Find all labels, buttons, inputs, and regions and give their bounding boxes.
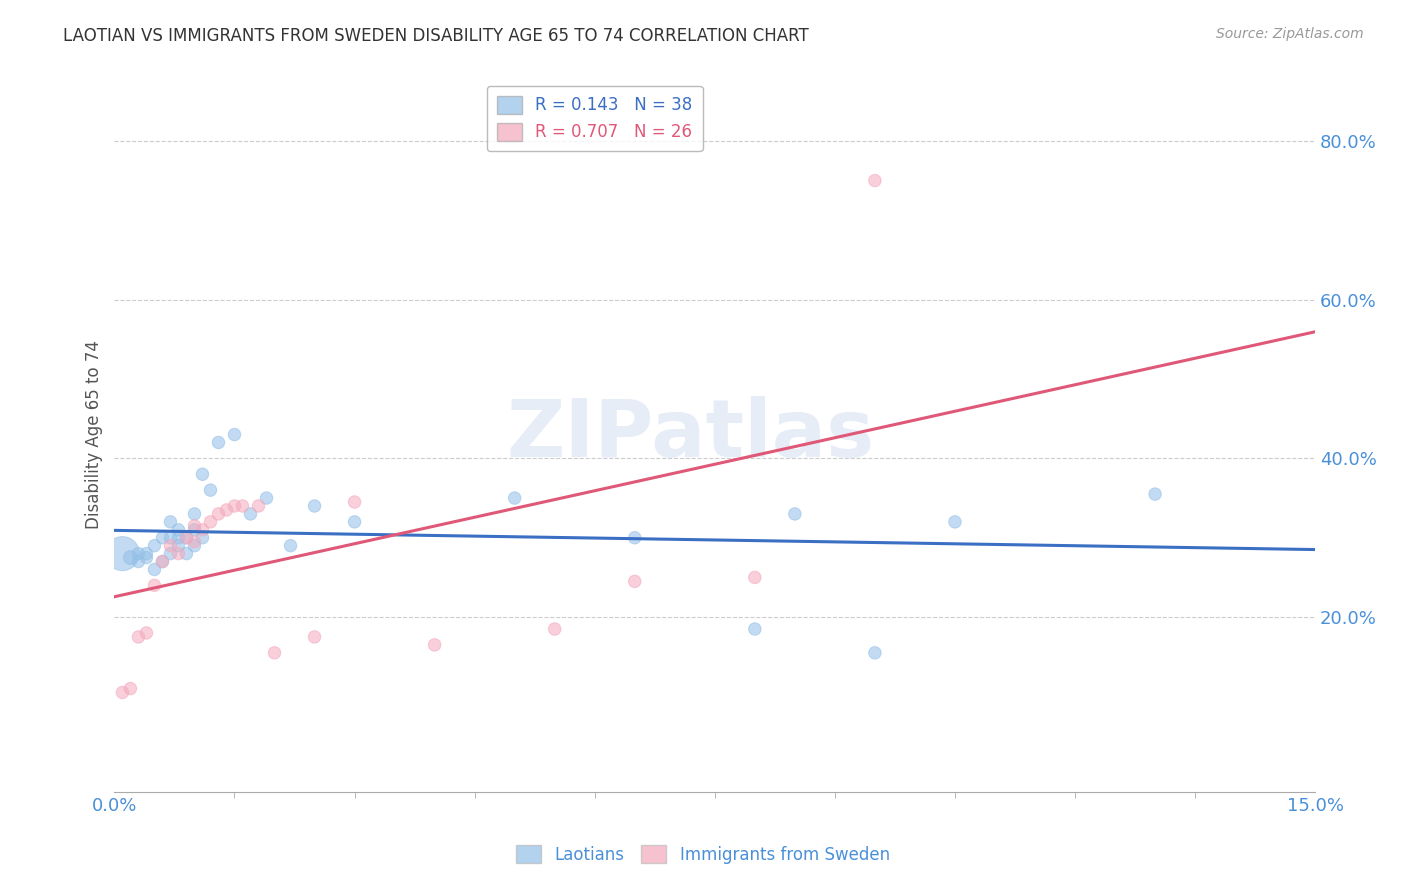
Point: [143, 578, 166, 592]
Point: [111, 547, 134, 561]
Point: [191, 523, 214, 537]
Point: [200, 483, 222, 497]
Point: [127, 547, 149, 561]
Point: [343, 495, 366, 509]
Text: Source: ZipAtlas.com: Source: ZipAtlas.com: [1216, 27, 1364, 41]
Point: [191, 531, 214, 545]
Point: [143, 562, 166, 576]
Text: ZIPatlas: ZIPatlas: [506, 395, 875, 474]
Point: [231, 499, 253, 513]
Point: [159, 547, 181, 561]
Point: [111, 685, 134, 699]
Point: [191, 467, 214, 482]
Point: [167, 539, 190, 553]
Point: [143, 539, 166, 553]
Point: [247, 499, 270, 513]
Legend: Laotians, Immigrants from Sweden: Laotians, Immigrants from Sweden: [509, 838, 897, 871]
Point: [863, 646, 886, 660]
Point: [159, 539, 181, 553]
Point: [183, 507, 205, 521]
Point: [280, 539, 302, 553]
Point: [183, 523, 205, 537]
Point: [1144, 487, 1167, 501]
Point: [239, 507, 262, 521]
Point: [783, 507, 806, 521]
Point: [167, 547, 190, 561]
Legend: R = 0.143   N = 38, R = 0.707   N = 26: R = 0.143 N = 38, R = 0.707 N = 26: [486, 86, 703, 152]
Y-axis label: Disability Age 65 to 74: Disability Age 65 to 74: [86, 340, 103, 529]
Point: [176, 531, 198, 545]
Point: [167, 531, 190, 545]
Point: [263, 646, 285, 660]
Point: [304, 630, 326, 644]
Point: [167, 523, 190, 537]
Point: [152, 531, 174, 545]
Point: [176, 531, 198, 545]
Point: [120, 550, 142, 565]
Point: [152, 555, 174, 569]
Point: [135, 626, 157, 640]
Point: [304, 499, 326, 513]
Point: [544, 622, 567, 636]
Point: [343, 515, 366, 529]
Point: [200, 515, 222, 529]
Point: [623, 574, 645, 589]
Point: [127, 555, 149, 569]
Point: [207, 435, 229, 450]
Point: [224, 427, 246, 442]
Point: [224, 499, 246, 513]
Point: [176, 547, 198, 561]
Point: [135, 550, 157, 565]
Point: [183, 534, 205, 549]
Point: [207, 507, 229, 521]
Point: [744, 622, 766, 636]
Point: [503, 491, 526, 505]
Point: [423, 638, 446, 652]
Point: [120, 681, 142, 696]
Point: [256, 491, 278, 505]
Point: [135, 547, 157, 561]
Point: [183, 539, 205, 553]
Text: LAOTIAN VS IMMIGRANTS FROM SWEDEN DISABILITY AGE 65 TO 74 CORRELATION CHART: LAOTIAN VS IMMIGRANTS FROM SWEDEN DISABI…: [63, 27, 808, 45]
Point: [943, 515, 966, 529]
Point: [159, 515, 181, 529]
Point: [159, 531, 181, 545]
Point: [623, 531, 645, 545]
Point: [127, 630, 149, 644]
Point: [183, 519, 205, 533]
Point: [863, 173, 886, 187]
Point: [215, 503, 238, 517]
Point: [152, 555, 174, 569]
Point: [744, 570, 766, 584]
